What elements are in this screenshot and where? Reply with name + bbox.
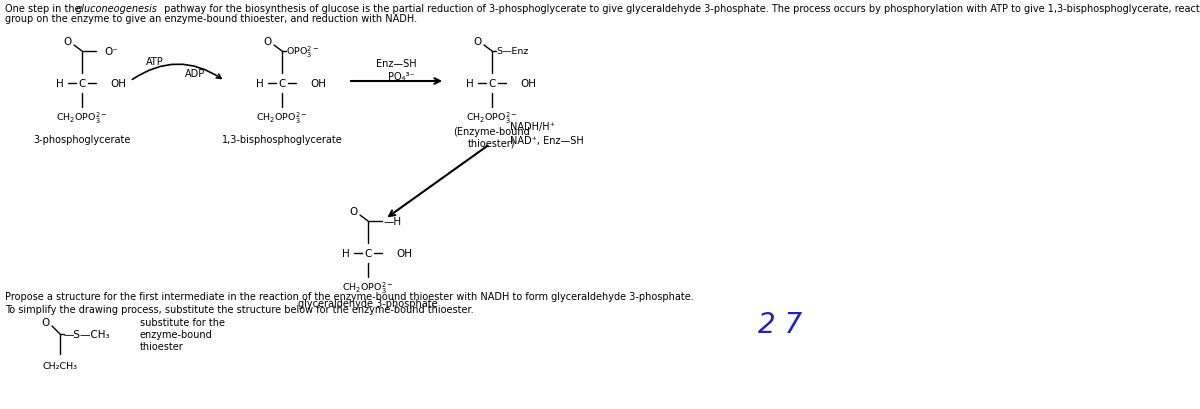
Text: (Enzyme-bound: (Enzyme-bound	[454, 127, 530, 137]
Text: Enz—SH: Enz—SH	[376, 59, 416, 69]
Text: O: O	[64, 37, 72, 47]
Text: 3-phosphoglycerate: 3-phosphoglycerate	[34, 135, 131, 145]
Text: H: H	[466, 79, 474, 89]
Text: O: O	[42, 317, 50, 327]
Text: —H: —H	[384, 216, 402, 227]
Text: S—Enz: S—Enz	[496, 47, 528, 56]
Text: thioester: thioester	[140, 341, 184, 351]
Text: ATP: ATP	[146, 57, 164, 67]
Text: NADH/H⁺: NADH/H⁺	[510, 122, 554, 132]
Text: O: O	[264, 37, 272, 47]
Text: OH: OH	[110, 79, 126, 89]
Text: O: O	[350, 207, 358, 216]
Text: pathway for the biosynthesis of glucose is the partial reduction of 3-phosphogly: pathway for the biosynthesis of glucose …	[161, 4, 1200, 14]
Text: O: O	[474, 37, 482, 47]
Text: H: H	[56, 79, 64, 89]
Text: C: C	[278, 79, 286, 89]
Text: glyceraldehyde 3-phosphate: glyceraldehyde 3-phosphate	[298, 298, 438, 308]
Text: Propose a structure for the first intermediate in the reaction of the enzyme-bou: Propose a structure for the first interm…	[5, 291, 694, 301]
Text: C: C	[365, 248, 372, 258]
Text: ADP: ADP	[185, 69, 205, 79]
Text: 1,3-bisphosphoglycerate: 1,3-bisphosphoglycerate	[222, 135, 342, 145]
Text: One step in the: One step in the	[5, 4, 84, 14]
Text: OPO$_3^{2-}$: OPO$_3^{2-}$	[286, 44, 319, 59]
Text: substitute for the: substitute for the	[140, 317, 226, 327]
Text: C: C	[488, 79, 496, 89]
Text: PO₄³⁻: PO₄³⁻	[388, 72, 414, 82]
Text: C: C	[78, 79, 85, 89]
Text: thioester): thioester)	[468, 139, 516, 148]
Text: CH$_2$OPO$_3^{2-}$: CH$_2$OPO$_3^{2-}$	[342, 280, 394, 295]
Text: 2 7: 2 7	[758, 310, 802, 338]
Text: H: H	[256, 79, 264, 89]
Text: enzyme-bound: enzyme-bound	[140, 329, 212, 339]
Text: NAD⁺, Enz—SH: NAD⁺, Enz—SH	[510, 136, 583, 146]
Text: OH: OH	[396, 248, 412, 258]
Text: To simplify the drawing process, substitute the structure below for the enzyme-b: To simplify the drawing process, substit…	[5, 304, 474, 314]
Text: gluconeogenesis: gluconeogenesis	[76, 4, 158, 14]
Text: group on the enzyme to give an enzyme-bound thioester, and reduction with NADH.: group on the enzyme to give an enzyme-bo…	[5, 14, 418, 24]
Text: CH$_2$OPO$_3^{2-}$: CH$_2$OPO$_3^{2-}$	[257, 110, 307, 125]
Text: H: H	[342, 248, 350, 258]
Text: —S—CH₃: —S—CH₃	[64, 329, 110, 339]
Text: OH: OH	[520, 79, 536, 89]
Text: CH$_2$OPO$_3^{2-}$: CH$_2$OPO$_3^{2-}$	[56, 110, 108, 125]
Text: CH$_2$OPO$_3^{2-}$: CH$_2$OPO$_3^{2-}$	[467, 110, 517, 125]
Text: CH₂CH₃: CH₂CH₃	[42, 362, 78, 371]
Text: OH: OH	[310, 79, 326, 89]
Text: O⁻: O⁻	[104, 47, 118, 57]
